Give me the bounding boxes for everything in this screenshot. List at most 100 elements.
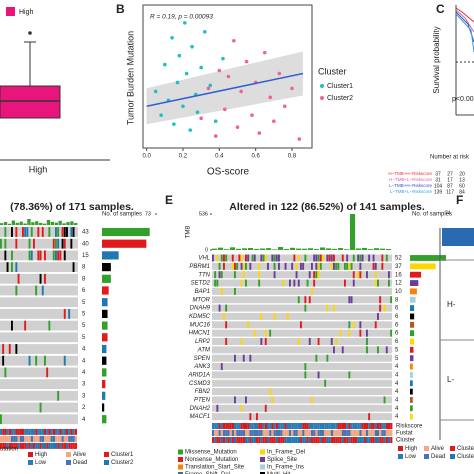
annotation-cell xyxy=(225,423,228,429)
annotation-cell xyxy=(267,437,270,443)
gene-label: LRP2 xyxy=(195,339,211,345)
point xyxy=(257,131,262,135)
annotation-cell xyxy=(295,430,298,436)
legend-marker xyxy=(320,84,324,88)
annotation-cell xyxy=(293,423,296,429)
mutation-cell xyxy=(225,304,228,312)
mutation-cell xyxy=(55,238,57,249)
row-label: H- xyxy=(447,300,456,309)
mutation-cell xyxy=(326,254,329,262)
annotation-cell xyxy=(361,437,364,443)
count-bar xyxy=(410,413,413,420)
mutation-cell xyxy=(220,271,223,279)
gene-row xyxy=(212,413,392,421)
gene-pct: 3 xyxy=(82,393,86,399)
annotation-cell xyxy=(72,442,75,449)
count-bar xyxy=(102,239,147,248)
annotation-cell xyxy=(388,430,391,436)
gene-row xyxy=(0,273,78,284)
gene-pct: 4 xyxy=(395,364,399,370)
gene-pct: 40 xyxy=(82,241,89,247)
curve xyxy=(455,9,474,33)
annotation-cell xyxy=(326,423,329,429)
gene-row xyxy=(0,285,78,296)
mutation-cell xyxy=(344,262,346,270)
tmb-bar xyxy=(248,247,254,250)
gene-label: KDM5C xyxy=(189,314,211,320)
mutation-cell xyxy=(368,413,371,421)
mutation-cell xyxy=(359,329,362,337)
mutation-cell xyxy=(22,227,24,237)
mutation-cell xyxy=(379,304,382,312)
annotation-cell xyxy=(231,437,234,443)
annotation-cell xyxy=(326,437,329,443)
mutation-cell xyxy=(383,396,386,404)
mutation-cell xyxy=(220,363,223,371)
mutation-cell xyxy=(284,262,287,270)
annotation-cell xyxy=(4,428,7,435)
annotation-cell xyxy=(262,423,265,429)
mutation-cell xyxy=(59,250,62,261)
gene-row xyxy=(212,312,392,320)
tmb-bar xyxy=(296,248,302,250)
annotation-cell xyxy=(227,437,230,443)
mutation-cell xyxy=(240,262,243,270)
gene-row xyxy=(212,296,392,304)
mutation-cell xyxy=(15,262,18,273)
mutation-cell xyxy=(28,355,31,366)
mutation-cell xyxy=(242,271,245,279)
count-bar xyxy=(410,313,415,320)
annotation-cell xyxy=(315,430,318,436)
annotation-cell xyxy=(15,435,18,442)
legend-swatch xyxy=(260,449,265,455)
annotation-cell xyxy=(55,428,58,435)
risk-value: 27 xyxy=(447,171,453,177)
legend-text: utation xyxy=(0,446,18,452)
annotation-cell xyxy=(24,442,27,449)
gene-row xyxy=(212,337,392,346)
count-bar xyxy=(410,371,413,378)
mutation-cell xyxy=(341,346,344,354)
point xyxy=(199,65,203,70)
annotation-cell xyxy=(379,430,382,436)
annotation-cell xyxy=(383,430,386,436)
tmb-bar xyxy=(19,221,23,225)
count-bar xyxy=(410,263,436,270)
gene-pct: 3 xyxy=(82,382,86,388)
count-bar xyxy=(410,380,413,387)
mutation-cell xyxy=(231,254,234,262)
point xyxy=(232,38,236,43)
legend-label: Cluster2 xyxy=(457,454,474,460)
gene-pct: 4 xyxy=(82,358,86,364)
mutation-cell xyxy=(63,227,66,237)
annotation-cell xyxy=(348,430,351,436)
tmb-bar xyxy=(27,218,31,225)
tmb-bar xyxy=(266,248,272,250)
annotation-cell xyxy=(359,437,362,443)
count-title: No. of samples xyxy=(102,212,142,218)
mutation-cell xyxy=(308,296,311,304)
mutation-cell xyxy=(286,312,289,320)
annotation-cell xyxy=(328,423,331,429)
mutation-cell xyxy=(350,262,353,270)
annotation-cell xyxy=(267,430,270,436)
annotation-cell xyxy=(2,435,5,442)
annotation-cell xyxy=(50,442,53,449)
mutation-cell xyxy=(348,262,351,270)
mutation-cell xyxy=(346,262,349,270)
annotation-cell xyxy=(220,437,223,443)
annotation-cell xyxy=(306,430,309,436)
annotation-cell xyxy=(289,437,292,443)
mutation-cell xyxy=(39,250,42,261)
tmb-bar xyxy=(39,222,43,225)
annotation-cell xyxy=(381,423,384,429)
mutation-cell xyxy=(348,296,351,304)
mutation-cell xyxy=(258,262,261,270)
x-axis-label: OS-score xyxy=(207,167,250,178)
mutation-cell xyxy=(315,262,318,270)
annotation-cell xyxy=(293,437,296,443)
mutation-cell xyxy=(319,254,322,262)
mutation-cell xyxy=(330,262,333,270)
annotation-cell xyxy=(313,437,316,443)
point xyxy=(208,83,213,88)
